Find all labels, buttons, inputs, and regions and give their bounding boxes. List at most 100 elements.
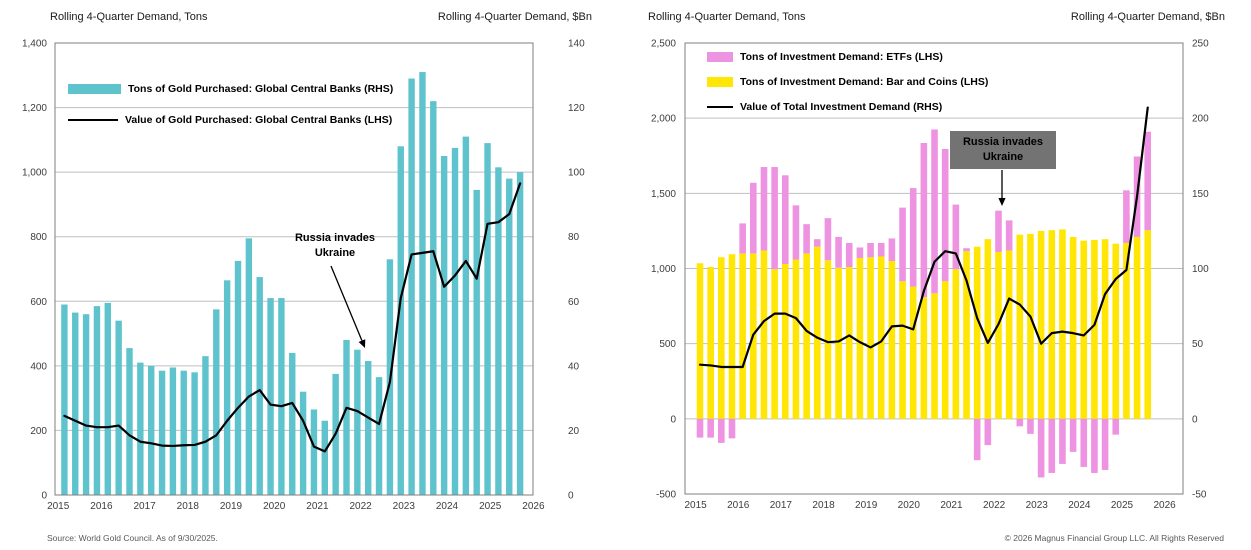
bar	[234, 260, 242, 495]
y-axis-right-label: 0	[1192, 414, 1198, 425]
bar	[856, 257, 864, 419]
annotation-line-2: Ukraine	[982, 151, 1024, 163]
y-axis-left-label: 600	[30, 297, 47, 308]
bar	[440, 156, 448, 495]
y-axis-left-label: 1,200	[22, 103, 47, 114]
bar	[888, 260, 896, 419]
bar	[148, 365, 155, 495]
bar	[419, 72, 426, 496]
bar-segment	[877, 242, 885, 257]
x-axis-year-label: 2026	[522, 501, 545, 512]
bar	[909, 286, 917, 419]
bar	[375, 377, 383, 495]
bar	[115, 320, 122, 495]
x-axis-year-label: 2022	[349, 501, 372, 512]
legend-item-total-value-line: Value of Total Investment Demand (RHS)	[707, 101, 988, 113]
y-axis-left-label: 1,000	[22, 168, 47, 179]
bar	[824, 260, 832, 419]
bar	[180, 370, 187, 495]
bar-segment-negative	[1080, 418, 1088, 467]
bar	[408, 78, 415, 495]
legend-label: Tons of Investment Demand: Bar and Coins…	[740, 76, 989, 88]
x-axis-year-label: 2015	[47, 501, 70, 512]
legend-item-bar-coin-bars: Tons of Investment Demand: Bar and Coins…	[707, 76, 988, 88]
bar-segment-negative	[1048, 418, 1056, 473]
bar	[739, 253, 746, 419]
bar	[835, 267, 842, 419]
bar-segment	[963, 248, 970, 252]
y-axis-right-label: 40	[568, 361, 580, 372]
bar-segment-negative	[1069, 418, 1077, 452]
bar	[310, 409, 318, 495]
bar	[760, 250, 768, 419]
bar-segment-negative	[696, 418, 704, 438]
copyright-note: © 2026 Magnus Financial Group LLC. All R…	[1004, 533, 1224, 543]
x-axis-year-label: 2016	[90, 501, 113, 512]
y-axis-left-label: 200	[30, 426, 47, 437]
bar	[289, 352, 296, 495]
bar	[343, 340, 350, 495]
bar	[1112, 243, 1120, 419]
bar	[771, 269, 778, 419]
left-chart-title-tons: Rolling 4-Quarter Demand, Tons	[50, 11, 208, 23]
bar	[213, 309, 220, 495]
bar	[473, 189, 480, 495]
bar-segment-negative	[1016, 418, 1024, 427]
bar	[451, 147, 459, 495]
bar	[1101, 239, 1109, 419]
bar-segment-negative	[718, 418, 725, 443]
bar-segment	[899, 207, 906, 282]
bar-segment	[867, 242, 874, 258]
bar	[1080, 240, 1088, 419]
bar-segment	[1123, 190, 1130, 243]
y-axis-right-label: 100	[568, 168, 585, 179]
bar	[984, 239, 992, 419]
bar	[321, 420, 328, 495]
bar	[1091, 239, 1098, 419]
bar	[61, 304, 68, 495]
bar	[169, 367, 177, 495]
bar	[931, 293, 938, 419]
bar	[877, 256, 885, 419]
y-axis-right-label: 80	[568, 232, 580, 243]
x-axis-year-label: 2021	[940, 500, 963, 511]
bar	[1059, 229, 1066, 419]
bar	[696, 263, 704, 419]
bar-segment	[835, 236, 842, 268]
source-note: Source: World Gold Council. As of 9/30/2…	[47, 533, 218, 543]
bar	[354, 349, 361, 495]
legend-label: Value of Total Investment Demand (RHS)	[740, 101, 943, 113]
bar-segment	[760, 167, 768, 251]
bar-segment	[781, 175, 789, 264]
bar	[1133, 236, 1141, 419]
y-axis-right-label: 200	[1192, 114, 1209, 125]
y-axis-left-label: 500	[659, 339, 676, 350]
x-axis-year-label: 2023	[1026, 500, 1049, 511]
legend-item-central-bank-bars: Tons of Gold Purchased: Global Central B…	[68, 83, 393, 95]
bar	[365, 361, 372, 495]
y-axis-right-label: 0	[568, 491, 574, 502]
bar-segment	[1005, 220, 1013, 251]
bar	[1144, 230, 1152, 419]
bar-segment	[824, 218, 832, 261]
bar	[781, 263, 789, 419]
annotation-arrowhead	[998, 198, 1006, 206]
x-axis-year-label: 2019	[220, 501, 243, 512]
bar	[920, 297, 928, 419]
annotation-line-2: Ukraine	[314, 246, 356, 259]
bar	[202, 356, 209, 495]
bar	[484, 143, 491, 496]
x-axis-year-label: 2018	[177, 501, 200, 512]
y-axis-left-label: 1,400	[22, 39, 47, 50]
black-line-swatch	[68, 118, 118, 122]
plot-border	[684, 42, 1184, 495]
x-axis-year-label: 2015	[684, 500, 707, 511]
y-axis-left-label: 800	[30, 232, 47, 243]
bar	[941, 281, 949, 419]
bar	[718, 257, 725, 419]
bar-segment	[750, 182, 757, 254]
y-axis-left-label: 0	[41, 491, 47, 502]
bar	[1123, 242, 1130, 419]
